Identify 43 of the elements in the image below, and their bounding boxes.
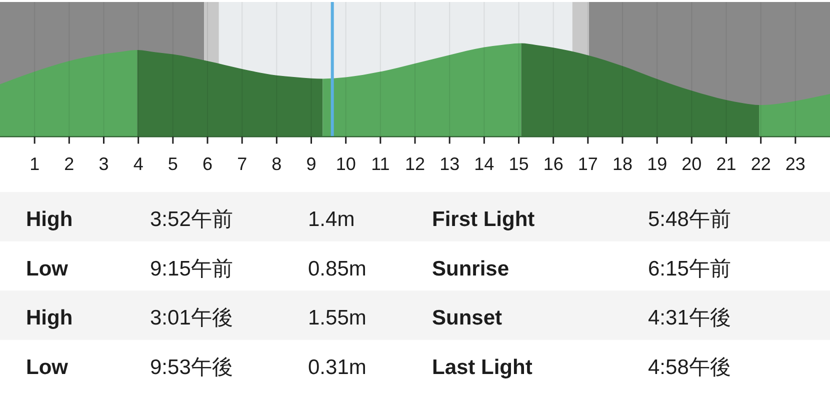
text: 0.31m [308,356,366,379]
text: Low [26,356,69,379]
text: 1.55m [308,306,366,330]
x-tick-label: 8 [272,154,282,174]
x-tick-label: 7 [237,154,248,174]
text: Sunrise [432,257,510,280]
x-tick-label: 4 [133,154,144,174]
text: 5:48午前 [648,208,731,231]
x-tick-label: 5 [168,154,178,174]
x-tick-label: 3 [98,154,109,174]
x-tick-label: 19 [647,154,668,174]
x-tick-label: 13 [440,154,460,174]
x-tick-label: 18 [612,154,633,174]
x-tick-label: 1 [30,154,40,174]
text: 4:31午後 [648,306,731,330]
x-tick-label: 11 [371,154,390,174]
x-tick-label: 23 [785,154,806,174]
x-tick-label: 21 [716,154,736,174]
text: 6:15午前 [648,257,731,280]
x-tick-label: 20 [682,154,702,174]
text: High [26,306,73,330]
x-tick-label: 15 [508,154,529,174]
text: 9:53午後 [150,356,233,379]
x-tick-label: 10 [336,154,356,174]
text: 3:52午前 [150,208,233,231]
x-tick-label: 17 [578,154,598,174]
text: Sunset [432,306,502,330]
x-tick-label: 22 [750,154,771,174]
x-tick-label: 16 [543,154,564,174]
x-tick-label: 6 [202,154,213,174]
text: 0.85m [308,257,366,280]
x-tick-label: 9 [306,154,316,174]
x-tick-label: 12 [404,154,426,174]
text: Last Light [432,356,532,379]
text: 1.4m [308,208,355,231]
text: High [26,208,73,231]
x-tick-label: 2 [64,154,74,174]
text: 3:01午後 [150,306,233,330]
text: 9:15午前 [150,257,233,280]
text: 4:58午後 [648,356,731,379]
x-tick-label: 14 [474,154,494,174]
text: Low [26,257,69,280]
text: First Light [432,208,535,231]
